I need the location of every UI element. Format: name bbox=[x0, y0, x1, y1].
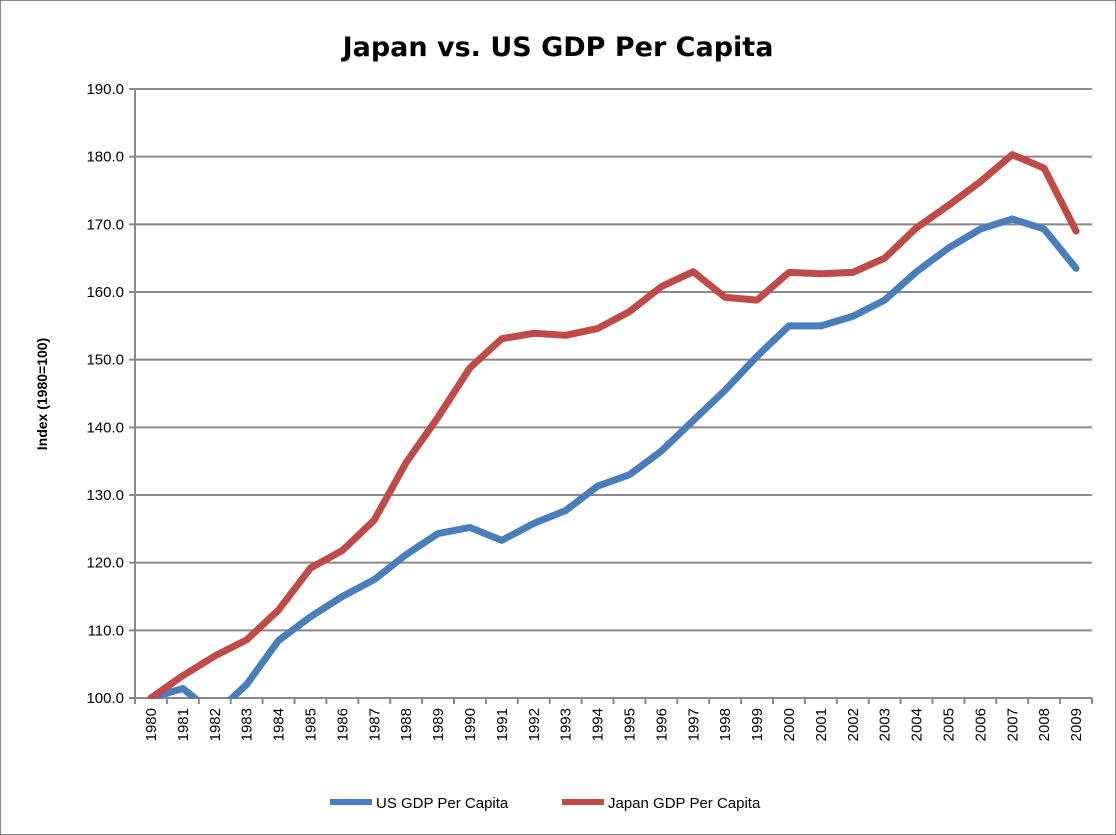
series-line-japan bbox=[147, 151, 1080, 699]
x-tick-label: 2009 bbox=[1068, 708, 1085, 741]
y-tick-label: 100.0 bbox=[86, 690, 124, 707]
y-tick-label: 120.0 bbox=[86, 555, 124, 572]
x-tick-label: 2002 bbox=[845, 708, 862, 741]
x-tick-label: 1988 bbox=[398, 708, 415, 741]
y-tick-label: 170.0 bbox=[86, 216, 124, 233]
x-tick-label: 2006 bbox=[972, 708, 989, 741]
legend-label: US GDP Per Capita bbox=[376, 795, 509, 812]
y-axis-label: Index (1980=100) bbox=[34, 338, 50, 450]
x-tick-label: 1998 bbox=[717, 708, 734, 741]
x-tick-label: 1992 bbox=[526, 708, 543, 741]
x-tick-label: 1980 bbox=[143, 708, 160, 741]
y-tick-label: 140.0 bbox=[86, 419, 124, 436]
legend-label: Japan GDP Per Capita bbox=[608, 795, 761, 812]
x-tick-label: 1995 bbox=[621, 708, 638, 741]
x-tick-label: 1981 bbox=[175, 708, 192, 741]
y-tick-label: 180.0 bbox=[86, 149, 124, 166]
x-tick-label: 2000 bbox=[781, 708, 798, 741]
x-tick-label: 1983 bbox=[239, 708, 256, 741]
x-tick-label: 1984 bbox=[271, 708, 288, 741]
x-tick-label: 1986 bbox=[334, 708, 351, 741]
x-tick-label: 1994 bbox=[590, 708, 607, 741]
x-tick-label: 1987 bbox=[366, 708, 383, 741]
series-line-us bbox=[147, 215, 1080, 699]
y-tick-label: 150.0 bbox=[86, 352, 124, 369]
x-tick-label: 1996 bbox=[653, 708, 670, 741]
chart-title: Japan vs. US GDP Per Capita bbox=[341, 32, 774, 63]
y-tick-label: 130.0 bbox=[86, 487, 124, 504]
x-tick-label: 2007 bbox=[1004, 708, 1021, 741]
y-tick-label: 110.0 bbox=[88, 622, 124, 639]
x-tick-label: 1982 bbox=[207, 708, 224, 741]
x-tick-label: 2004 bbox=[909, 708, 926, 741]
x-tick-label: 1993 bbox=[558, 708, 575, 741]
x-tick-label: 1991 bbox=[494, 708, 511, 741]
x-tick-label: 1989 bbox=[430, 708, 447, 741]
x-tick-label: 1990 bbox=[462, 708, 479, 741]
x-tick-label: 1997 bbox=[685, 708, 702, 741]
x-tick-label: 2005 bbox=[940, 708, 957, 741]
x-tick-label: 1999 bbox=[749, 708, 766, 741]
x-tick-label: 2001 bbox=[813, 708, 830, 741]
x-tick-label: 2003 bbox=[877, 708, 894, 741]
x-tick-label: 1985 bbox=[302, 708, 319, 741]
y-tick-label: 160.0 bbox=[86, 284, 124, 301]
y-tick-label: 190.0 bbox=[86, 81, 124, 98]
x-tick-label: 2008 bbox=[1036, 708, 1053, 741]
